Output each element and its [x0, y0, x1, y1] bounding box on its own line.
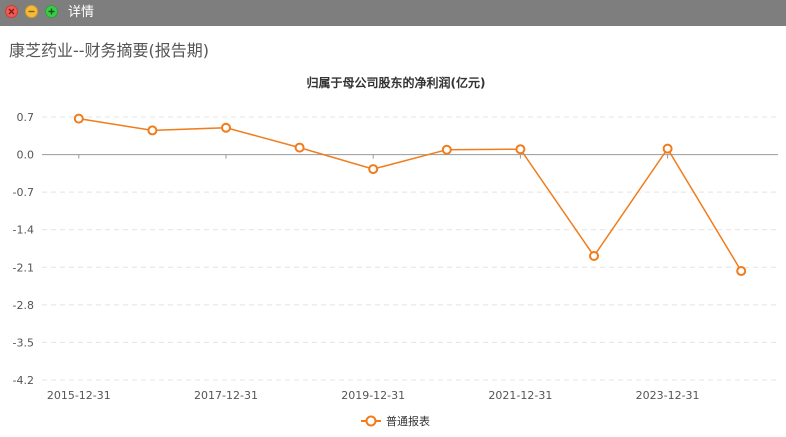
data-point[interactable]	[441, 144, 452, 155]
minimize-button[interactable]	[25, 5, 38, 18]
data-point[interactable]	[368, 164, 379, 175]
minimize-icon	[28, 10, 35, 13]
y-tick-label: 0.7	[17, 111, 35, 124]
x-tick-label: 2023-12-31	[636, 389, 700, 402]
y-tick-label: -4.2	[13, 374, 34, 387]
data-point[interactable]	[662, 143, 673, 154]
y-tick-label: -0.7	[13, 186, 34, 199]
x-tick-label: 2021-12-31	[488, 389, 552, 402]
legend-circle-marker[interactable]	[365, 415, 377, 427]
series-line	[78, 117, 742, 272]
x-tick-label: 2015-12-31	[47, 389, 111, 402]
y-tick-label: -1.4	[13, 224, 34, 237]
close-button[interactable]	[5, 5, 18, 18]
data-point[interactable]	[147, 125, 158, 136]
window-title: 详情	[68, 5, 95, 20]
data-point[interactable]	[294, 142, 305, 153]
maximize-icon	[48, 8, 55, 15]
page-title: 康芝药业--财务摘要(报告期)	[9, 41, 210, 60]
y-tick-label: -2.8	[13, 299, 34, 312]
y-tick-label: -2.1	[13, 261, 34, 274]
legend-label: 普通报表	[386, 414, 430, 428]
y-tick-label: -3.5	[13, 336, 34, 349]
data-point[interactable]	[589, 251, 599, 262]
data-point[interactable]	[515, 144, 526, 155]
x-tick-label: 2017-12-31	[194, 389, 258, 402]
close-icon	[8, 8, 15, 15]
maximize-button[interactable]	[45, 5, 58, 18]
x-tick-label: 2019-12-31	[341, 389, 405, 402]
data-point[interactable]	[221, 122, 231, 133]
data-point[interactable]	[73, 113, 84, 124]
chart-title: 归属于母公司股东的净利润(亿元)	[307, 75, 486, 90]
data-point[interactable]	[736, 266, 747, 277]
window-titlebar: 详情	[0, 0, 786, 26]
y-tick-label: 0.0	[17, 149, 35, 162]
